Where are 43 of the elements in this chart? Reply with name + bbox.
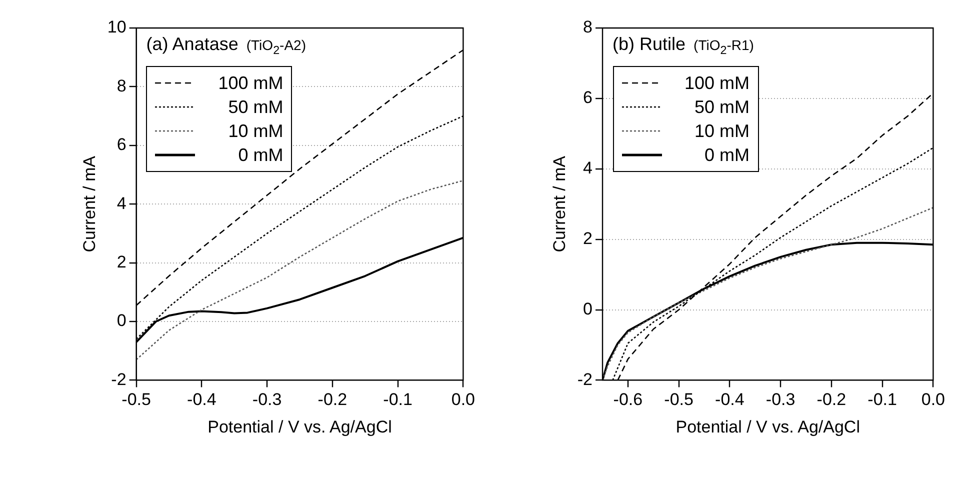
legend-label: 0 mM	[704, 144, 750, 166]
legend-label: 50 mM	[227, 96, 284, 118]
x-tick-label: -0.2	[318, 390, 348, 410]
x-tick-label: -0.5	[664, 390, 694, 410]
y-axis-title: Current / mA	[80, 155, 99, 252]
y-tick-label: 10	[107, 18, 126, 37]
y-tick-label: 0	[583, 299, 593, 318]
x-tick-label: -0.5	[122, 390, 151, 410]
x-axis-title: Potential / V vs. Ag/AgCl	[676, 417, 860, 436]
chart-title: (a) Anatase	[146, 34, 238, 54]
x-tick-label: -0.6	[613, 390, 643, 410]
legend-label: 0 mM	[237, 144, 284, 166]
line-series	[136, 180, 464, 360]
legend-label: 100 mM	[217, 72, 284, 94]
chart-title: (b) Rutile	[612, 34, 686, 54]
y-axis-title: Current / mA	[550, 155, 569, 252]
y-tick-label: 0	[116, 311, 126, 330]
y-tick-label: 6	[583, 88, 593, 108]
x-tick-label: -0.1	[383, 390, 412, 410]
y-tick-label: 2	[583, 229, 593, 248]
legend-label: 10 mM	[694, 120, 750, 142]
x-tick-label: -0.2	[816, 390, 846, 410]
y-tick-label: -2	[111, 370, 126, 389]
text: (TiO$_{2}$-R1)	[694, 37, 754, 57]
x-axis-title: Potential / V vs. Ag/AgCl	[208, 417, 392, 436]
legend-label: 10 mM	[227, 120, 284, 142]
y-tick-label: 8	[583, 18, 593, 37]
y-tick-label: 8	[116, 76, 126, 96]
x-tick-label: 0.0	[921, 390, 946, 410]
x-tick-label: -0.4	[187, 390, 216, 410]
x-tick-label: -0.4	[715, 390, 744, 410]
x-tick-label: 0.0	[451, 390, 476, 410]
x-tick-label: -0.3	[766, 390, 796, 410]
y-tick-label: 6	[116, 135, 126, 154]
y-tick-label: 4	[116, 194, 126, 213]
x-tick-label: -0.1	[868, 390, 897, 410]
y-tick-label: 4	[583, 158, 593, 178]
legend-label: 50 mM	[694, 96, 750, 118]
legend-label: 100 mM	[683, 72, 750, 94]
y-tick-label: -2	[577, 370, 593, 389]
text: (TiO$_{2}$-A2)	[246, 37, 306, 57]
x-tick-label: -0.3	[252, 390, 282, 410]
y-tick-label: 2	[116, 252, 126, 272]
